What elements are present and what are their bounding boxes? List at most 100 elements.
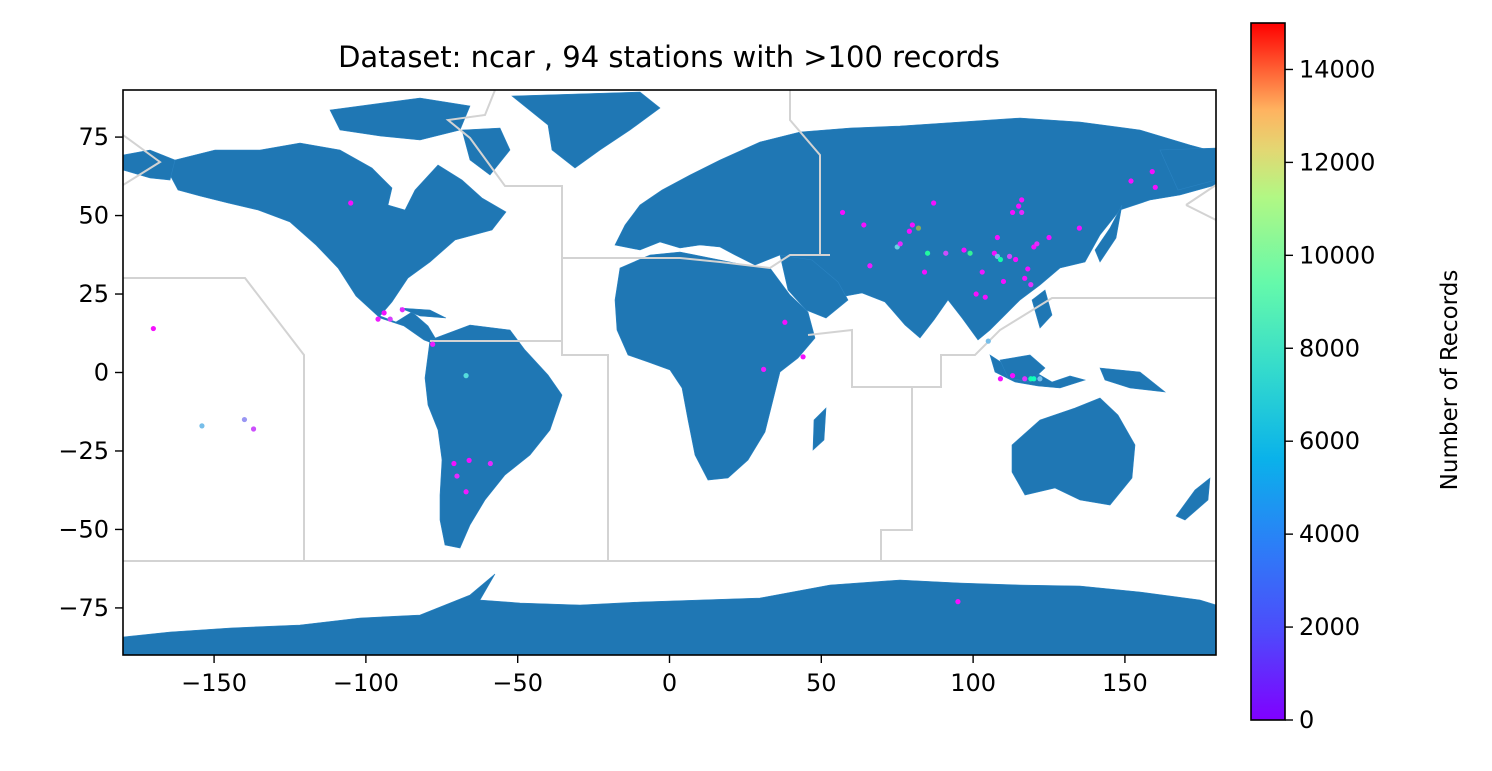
station-point xyxy=(1128,178,1134,184)
station-point xyxy=(1009,373,1016,379)
region-border xyxy=(1185,204,1216,221)
station-point xyxy=(1019,209,1025,216)
region-border xyxy=(880,387,913,560)
x-tick-label: −50 xyxy=(492,669,543,697)
chart-title: Dataset: ncar , 94 stations with >100 re… xyxy=(338,40,1000,74)
station-point xyxy=(250,426,257,432)
station-point xyxy=(761,366,767,372)
station-point xyxy=(839,209,846,216)
station-point xyxy=(199,423,205,429)
x-axis: −150 −100 −50 0 50 100 150 xyxy=(181,655,1148,697)
station-point xyxy=(985,338,991,344)
station-point xyxy=(463,373,469,379)
colorbar-frame xyxy=(1250,22,1286,721)
station-point xyxy=(906,228,912,234)
station-point xyxy=(1000,278,1007,285)
station-point xyxy=(1016,203,1022,209)
station-point xyxy=(241,416,248,423)
x-tick-label: 0 xyxy=(662,669,677,697)
antarctica xyxy=(123,573,1216,655)
station-point xyxy=(955,599,961,605)
station-point xyxy=(454,473,460,479)
colorbar-tick-label: 0 xyxy=(1299,706,1314,734)
station-point xyxy=(399,307,405,313)
station-point xyxy=(1006,253,1013,259)
station-point xyxy=(1031,376,1037,382)
y-tick-label: −50 xyxy=(58,515,109,543)
japan xyxy=(1094,204,1123,263)
station-point xyxy=(1076,225,1082,231)
colorbar-tick-label: 14000 xyxy=(1299,55,1375,83)
colorbar-tick-label: 6000 xyxy=(1299,427,1360,455)
station-point xyxy=(466,457,472,463)
station-point xyxy=(973,291,979,297)
station-point xyxy=(1034,241,1040,247)
region-border xyxy=(123,134,162,186)
station-point xyxy=(800,354,806,360)
philippines xyxy=(1031,289,1053,329)
station-point xyxy=(487,460,493,467)
station-point xyxy=(430,341,436,347)
colorbar-tick-label: 2000 xyxy=(1299,613,1360,641)
station-point xyxy=(915,225,922,231)
y-tick-label: 75 xyxy=(78,123,109,151)
station-point xyxy=(381,310,387,316)
colorbar-tick-label: 10000 xyxy=(1299,241,1375,269)
south-america xyxy=(424,324,563,549)
x-tick-label: 50 xyxy=(806,669,837,697)
station-point xyxy=(921,269,928,275)
region-border xyxy=(789,90,821,255)
station-point xyxy=(994,234,1001,241)
station-point xyxy=(967,250,973,256)
station-point xyxy=(861,222,867,228)
colorbar-label: Number of Records xyxy=(1437,270,1463,491)
cuba xyxy=(399,307,447,319)
y-axis: 75 50 25 0 −25 −50 −75 xyxy=(58,123,123,622)
station-point xyxy=(1022,376,1028,382)
y-tick-label: 25 xyxy=(78,280,109,308)
region-border xyxy=(562,254,830,270)
greenland xyxy=(511,91,661,169)
station-point xyxy=(1152,184,1158,190)
x-tick-label: 150 xyxy=(1102,669,1148,697)
y-tick-label: −25 xyxy=(58,437,109,465)
station-point xyxy=(1037,376,1043,382)
station-point xyxy=(782,319,788,325)
station-point xyxy=(348,200,354,206)
station-point xyxy=(1009,209,1016,216)
canadian-arctic-islands xyxy=(329,97,471,141)
new-guinea xyxy=(1099,367,1167,393)
region-border xyxy=(445,90,609,560)
region-boundaries xyxy=(123,90,1216,562)
station-point xyxy=(1046,234,1052,241)
colorbar-ticks: 0 2000 4000 6000 8000 10000 12000 14000 xyxy=(1285,55,1375,734)
station-point xyxy=(979,269,985,275)
station-point xyxy=(1025,266,1031,272)
station-point xyxy=(997,256,1004,263)
station-point xyxy=(961,247,967,253)
station-point xyxy=(387,316,393,322)
plot-area xyxy=(123,90,1216,655)
north-america xyxy=(169,142,507,347)
station-point xyxy=(943,250,949,256)
station-point xyxy=(150,325,156,332)
colorbar-tick-label: 8000 xyxy=(1299,334,1360,362)
station-point xyxy=(1013,256,1019,263)
australia xyxy=(1011,397,1136,506)
madagascar xyxy=(812,407,827,451)
x-tick-label: −150 xyxy=(181,669,247,697)
station-point xyxy=(897,241,903,247)
station-point xyxy=(1028,282,1034,288)
arabian-peninsula xyxy=(779,254,849,319)
station-point xyxy=(1022,275,1028,281)
colorbar-gradient xyxy=(1251,23,1285,720)
x-tick-label: −100 xyxy=(333,669,399,697)
y-tick-label: 0 xyxy=(94,359,109,387)
region-border xyxy=(1185,184,1216,206)
alaska-west xyxy=(123,149,176,181)
kamchatka xyxy=(1159,147,1216,191)
colorbar-tick-label: 4000 xyxy=(1299,520,1360,548)
station-point xyxy=(909,222,915,228)
